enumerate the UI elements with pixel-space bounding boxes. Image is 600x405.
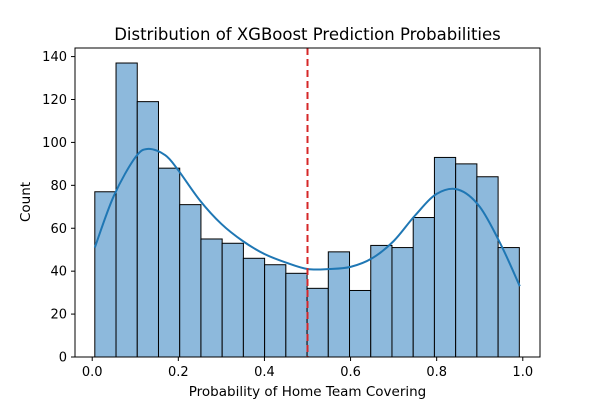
histogram-bar	[158, 168, 179, 357]
histogram-bar	[434, 157, 455, 357]
histogram-bar	[392, 248, 413, 357]
histogram-bar	[180, 205, 201, 357]
histogram-bar	[116, 63, 137, 357]
chart-title: Distribution of XGBoost Prediction Proba…	[114, 25, 501, 44]
y-tick-label: 120	[42, 93, 67, 108]
y-tick-label: 100	[42, 136, 67, 151]
x-tick-label: 0.6	[340, 365, 361, 380]
histogram-bar	[201, 239, 222, 357]
histogram-bar	[286, 273, 307, 357]
x-tick-label: 1.0	[512, 365, 533, 380]
x-tick-label: 0.2	[168, 365, 189, 380]
histogram-bar	[307, 288, 328, 357]
x-tick-label: 0.4	[254, 365, 275, 380]
x-axis-label: Probability of Home Team Covering	[189, 384, 427, 400]
histogram-bar	[265, 265, 286, 357]
histogram-bar	[371, 245, 392, 357]
histogram-bar	[477, 177, 498, 357]
histogram-bar	[413, 218, 434, 357]
x-tick-label: 0.8	[426, 365, 447, 380]
x-tick-label: 0.0	[82, 365, 103, 380]
y-tick-label: 20	[50, 308, 67, 323]
y-tick-label: 60	[50, 222, 67, 237]
histogram-bar	[137, 102, 158, 357]
y-axis-label: Count	[18, 182, 34, 222]
histogram-bar	[498, 248, 519, 357]
histogram-bar	[243, 258, 264, 357]
histogram-bar	[350, 290, 371, 357]
y-tick-label: 140	[42, 50, 67, 65]
y-tick-label: 40	[50, 265, 67, 280]
y-tick-label: 80	[50, 179, 67, 194]
y-tick-label: 0	[59, 351, 67, 366]
histogram-bar	[222, 243, 243, 357]
x-axis: 0.0 0.2 0.4 0.6 0.8 1.0	[82, 357, 533, 380]
y-axis: 0 20 40 60 80 100 120 140	[42, 50, 75, 365]
